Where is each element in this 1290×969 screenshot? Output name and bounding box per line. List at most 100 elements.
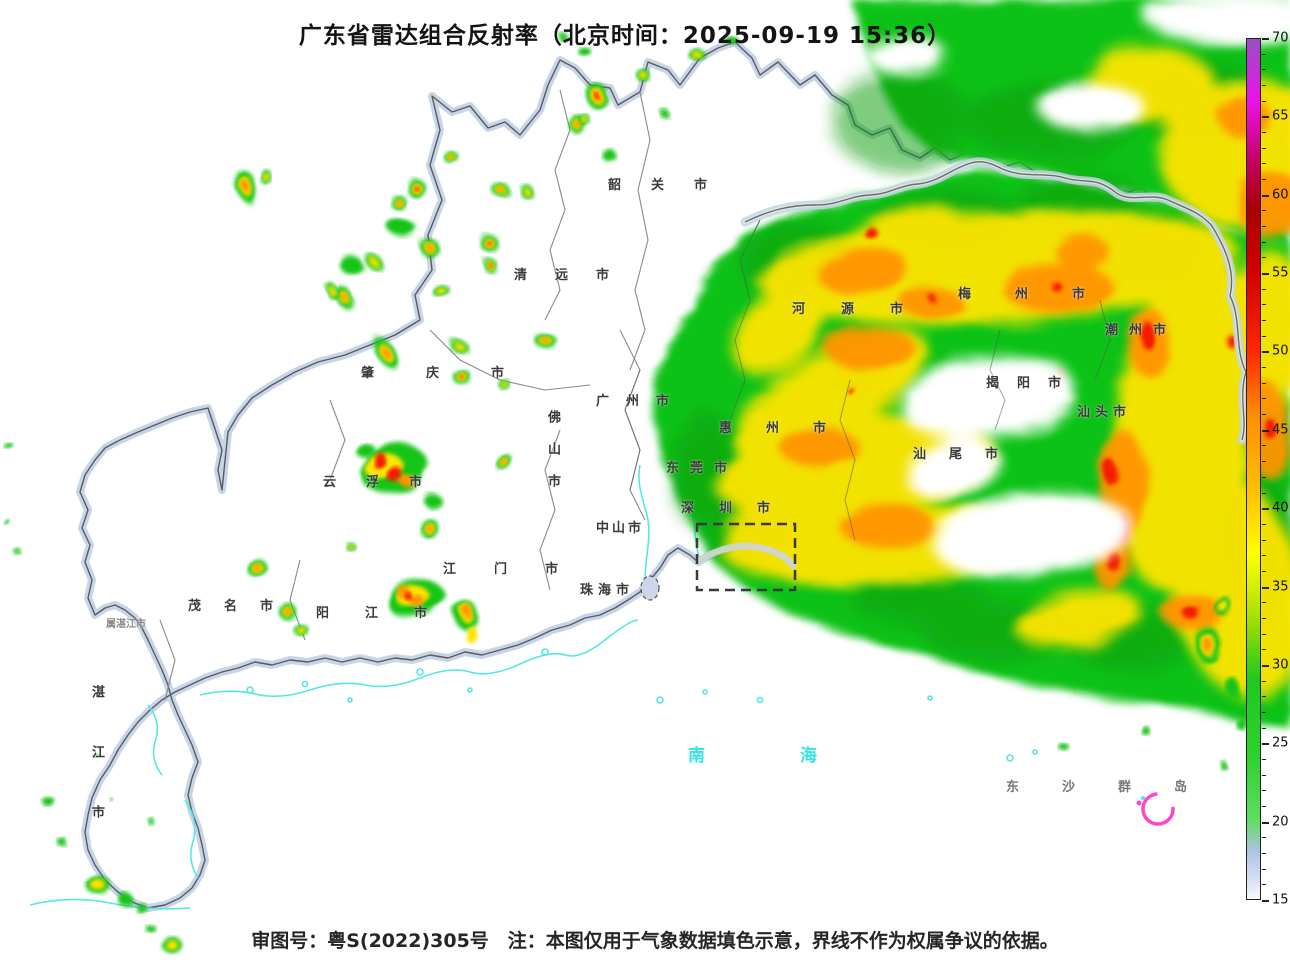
colorbar-minor-tick	[1262, 539, 1266, 541]
colorbar-major-tick	[1262, 821, 1269, 824]
macau-shape	[640, 575, 660, 601]
colorbar-minor-tick	[1262, 711, 1266, 713]
colorbar-tick-label: 55	[1272, 265, 1289, 281]
city-label-shanwei: 汕尾市	[913, 447, 1022, 462]
colorbar-minor-tick	[1262, 100, 1266, 102]
scattered-echo-cells	[2, 33, 1247, 953]
city-label-shenzhen: 深圳市	[681, 501, 796, 516]
colorbar-minor-tick	[1262, 69, 1266, 71]
colorbar-major-tick	[1262, 351, 1269, 354]
city-label-dongsha: 东沙群岛	[1006, 780, 1231, 795]
colorbar-minor-tick	[1262, 382, 1266, 384]
city-label-zhanjiang: 湛江市	[89, 685, 104, 865]
colorbar-major-tick	[1262, 508, 1269, 511]
colorbar-tick-label: 50	[1272, 343, 1289, 359]
colorbar-minor-tick	[1262, 852, 1266, 854]
map-disclaimer-note: 审图号：粤S(2022)305号 注：本图仅用于气象数据填色示意，界线不作为权属…	[251, 930, 1059, 952]
colorbar-tick-label: 25	[1272, 735, 1289, 751]
colorbar-tick-label: 65	[1272, 108, 1289, 124]
colorbar-minor-tick	[1262, 805, 1266, 807]
colorbar-minor-tick	[1262, 727, 1266, 729]
colorbar-minor-tick	[1262, 414, 1266, 416]
dongsha-atoll	[1136, 792, 1175, 826]
colorbar-minor-tick	[1262, 570, 1266, 572]
colorbar-minor-tick	[1262, 680, 1266, 682]
echo-cluster-maoming	[385, 580, 477, 642]
city-label-heyuan: 河源市	[792, 302, 940, 317]
colorbar: 15 20 25 30 35 40 45 50 55 60 65 70	[1246, 31, 1290, 910]
colorbar-minor-tick	[1262, 179, 1266, 181]
colorbar-minor-tick	[1262, 226, 1266, 228]
colorbar-major-tick	[1262, 664, 1269, 667]
colorbar-tick-label: 70	[1272, 30, 1289, 46]
colorbar-tick-label: 30	[1272, 657, 1289, 673]
city-label-huizhou: 惠州市	[719, 421, 861, 436]
city-label-zhaoqing: 肇庆市	[361, 366, 557, 381]
colorbar-major-tick	[1262, 743, 1269, 746]
city-label-dongguan: 东莞市	[666, 461, 739, 476]
colorbar-minor-tick	[1262, 241, 1266, 243]
colorbar-minor-tick	[1262, 147, 1266, 149]
colorbar-minor-tick	[1262, 696, 1266, 698]
colorbar-major-tick	[1262, 38, 1269, 40]
colorbar-minor-tick	[1262, 53, 1266, 55]
colorbar-major-tick	[1262, 194, 1269, 197]
colorbar-major-tick	[1262, 273, 1269, 276]
page-title: 广东省雷达组合反射率（北京时间：2025-09-19 15:36）	[298, 23, 952, 49]
colorbar-tick-label: 60	[1272, 187, 1289, 203]
colorbar-minor-tick	[1262, 649, 1266, 651]
city-label-zhanjiang-annex: 属湛江市	[106, 619, 146, 630]
colorbar-gradient	[1246, 38, 1261, 900]
colorbar-minor-tick	[1262, 163, 1266, 165]
colorbar-minor-tick	[1262, 445, 1266, 447]
city-label-jieyang: 揭阳市	[986, 376, 1080, 391]
colorbar-minor-tick	[1262, 758, 1266, 760]
colorbar-minor-tick	[1262, 320, 1266, 322]
city-label-zhongshan: 中山市	[596, 521, 645, 536]
city-label-shantou: 汕头市	[1077, 405, 1132, 420]
colorbar-tick-label: 35	[1272, 579, 1289, 595]
colorbar-minor-tick	[1262, 837, 1266, 839]
city-label-guangzhou: 广州市	[596, 394, 687, 409]
city-label-nanhai: 南海	[688, 746, 912, 766]
city-label-yangjiang: 阳江市	[316, 606, 464, 621]
colorbar-major-tick	[1262, 900, 1269, 902]
city-label-zhuhai: 珠海市	[580, 583, 635, 598]
colorbar-minor-tick	[1262, 555, 1266, 557]
colorbar-minor-tick	[1262, 790, 1266, 792]
city-label-meizhou: 梅州市	[958, 287, 1130, 302]
colorbar-minor-tick	[1262, 523, 1266, 525]
colorbar-major-tick	[1262, 586, 1269, 589]
colorbar-major-tick	[1262, 116, 1269, 119]
colorbar-minor-tick	[1262, 633, 1266, 635]
colorbar-tick-label: 40	[1272, 500, 1289, 516]
colorbar-major-tick	[1262, 429, 1269, 432]
colorbar-minor-tick	[1262, 617, 1266, 619]
hongkong-frame	[695, 522, 797, 592]
echo-cluster-yunfu	[355, 443, 441, 507]
city-label-chaozhou: 潮州市	[1105, 323, 1178, 338]
city-label-foshan: 佛山市	[545, 410, 560, 506]
city-label-maoming: 茂名市	[188, 599, 297, 614]
colorbar-minor-tick	[1262, 774, 1266, 776]
colorbar-minor-tick	[1262, 85, 1266, 87]
colorbar-minor-tick	[1262, 304, 1266, 306]
colorbar-minor-tick	[1262, 868, 1266, 870]
colorbar-minor-tick	[1262, 257, 1266, 259]
colorbar-minor-tick	[1262, 884, 1266, 886]
colorbar-minor-tick	[1262, 367, 1266, 369]
colorbar-tick-label: 45	[1272, 422, 1289, 438]
colorbar-minor-tick	[1262, 476, 1266, 478]
city-label-yunfu: 云浮市	[323, 475, 453, 490]
city-label-jiangmen: 江门市	[443, 562, 597, 577]
colorbar-minor-tick	[1262, 335, 1266, 337]
colorbar-minor-tick	[1262, 492, 1266, 494]
city-label-qingyuan: 清远市	[514, 268, 638, 283]
overlay-geography	[624, 157, 1251, 826]
colorbar-tick-label: 15	[1272, 892, 1289, 908]
colorbar-minor-tick	[1262, 132, 1266, 134]
